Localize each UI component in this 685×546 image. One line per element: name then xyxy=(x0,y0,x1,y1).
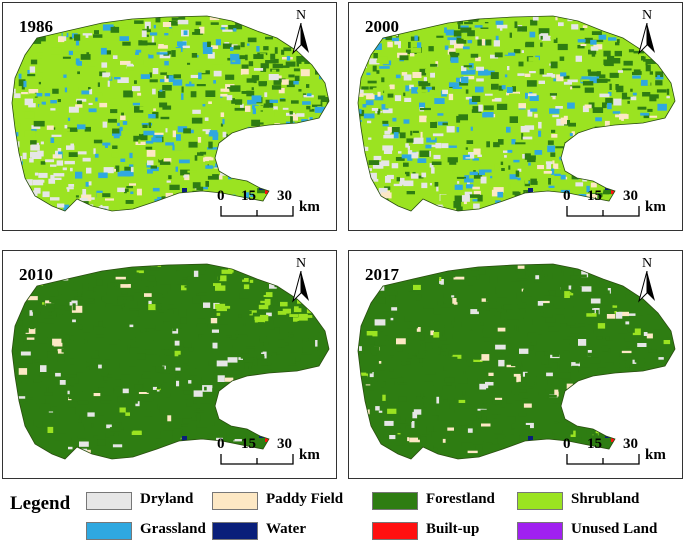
legend-swatch xyxy=(372,492,418,510)
north-arrow: N xyxy=(634,257,660,305)
north-arrow-label: N xyxy=(641,256,653,271)
year-label: 2010 xyxy=(19,265,53,284)
land-use-map-2010 xyxy=(7,261,332,471)
scale-bar: 0 15 30 km xyxy=(217,188,327,230)
scale-tick-15: 15 xyxy=(241,436,256,452)
legend-label: Water xyxy=(266,521,306,537)
north-arrow: N xyxy=(288,257,314,305)
legend-swatch xyxy=(86,522,132,540)
land-use-map-1986 xyxy=(7,13,332,223)
north-arrow-label: N xyxy=(641,8,653,23)
north-arrow-label: N xyxy=(295,8,307,23)
scale-bar: 0 15 30 km xyxy=(563,436,673,478)
legend-swatch xyxy=(86,492,132,510)
scale-unit: km xyxy=(645,447,666,463)
scale-bar: 0 15 30 km xyxy=(563,188,673,230)
legend-label: Grassland xyxy=(140,521,206,537)
north-arrow-label: N xyxy=(295,256,307,271)
scale-tick-0: 0 xyxy=(217,436,225,452)
scale-tick-15: 15 xyxy=(587,188,602,204)
north-arrow: N xyxy=(634,9,660,57)
scale-unit: km xyxy=(299,447,320,463)
legend-title: Legend xyxy=(10,493,71,514)
legend-label: Unused Land xyxy=(571,521,658,537)
scale-bar-line xyxy=(220,206,294,217)
legend-label: Shrubland xyxy=(571,491,640,507)
legend-label: Paddy Field xyxy=(266,491,344,507)
legend-swatch xyxy=(517,492,563,510)
legend-label: Built-up xyxy=(426,521,480,537)
north-arrow-icon xyxy=(292,271,309,303)
year-label: 1986 xyxy=(19,17,53,36)
scale-tick-30: 30 xyxy=(277,188,292,204)
legend-swatch xyxy=(372,522,418,540)
scale-unit: km xyxy=(645,199,666,215)
scale-tick-30: 30 xyxy=(277,436,292,452)
scale-tick-15: 15 xyxy=(587,436,602,452)
map-panel-1986: 1986 N 0 15 30 km xyxy=(2,2,337,231)
scale-bar-line xyxy=(566,206,640,217)
year-label: 2017 xyxy=(365,265,399,284)
legend-label: Forestland xyxy=(426,491,495,507)
land-use-map-2017 xyxy=(353,261,678,471)
year-label: 2000 xyxy=(365,17,399,36)
scale-bar-line xyxy=(220,454,294,465)
scale-tick-15: 15 xyxy=(241,188,256,204)
north-arrow-icon xyxy=(638,23,655,55)
scale-tick-0: 0 xyxy=(563,436,571,452)
legend-label: Dryland xyxy=(140,491,194,507)
scale-bar: 0 15 30 km xyxy=(217,436,327,478)
legend-swatch xyxy=(212,522,258,540)
map-panel-2000: 2000 N 0 15 30 km xyxy=(348,2,683,231)
land-use-map-2000 xyxy=(353,13,678,223)
scale-bar-line xyxy=(566,454,640,465)
scale-tick-30: 30 xyxy=(623,436,638,452)
legend-swatch xyxy=(212,492,258,510)
scale-tick-30: 30 xyxy=(623,188,638,204)
scale-tick-0: 0 xyxy=(563,188,571,204)
north-arrow-icon xyxy=(292,23,309,55)
map-panel-2010: 2010 N 0 15 30 km xyxy=(2,250,337,479)
north-arrow: N xyxy=(288,9,314,57)
scale-tick-0: 0 xyxy=(217,188,225,204)
north-arrow-icon xyxy=(638,271,655,303)
map-panel-2017: 2017 N 0 15 30 km xyxy=(348,250,683,479)
legend-swatch xyxy=(517,522,563,540)
scale-unit: km xyxy=(299,199,320,215)
